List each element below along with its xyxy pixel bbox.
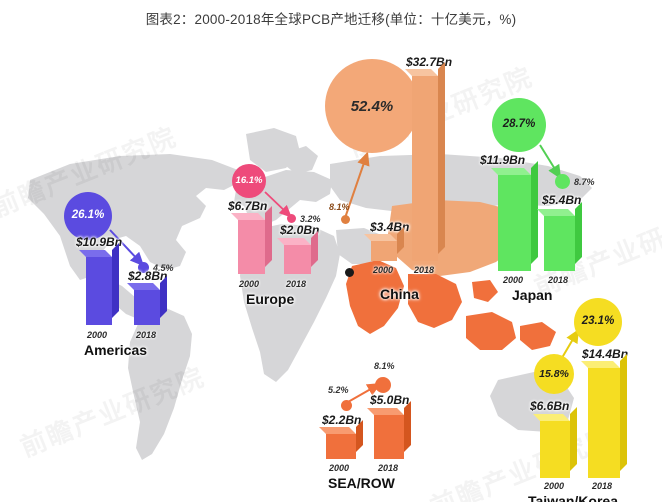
americas-share-2000-label: 26.1% xyxy=(71,209,105,222)
japan-share-2000-label: 28.7% xyxy=(502,118,536,131)
region-group-china: 52.4% 8.1% $32.7Bn $3.4Bn 2000 2018 Chin… xyxy=(318,55,478,305)
americas-region-label: Americas xyxy=(84,342,148,358)
sea-row-value-2018-label: $5.0Bn xyxy=(370,393,410,407)
japan-bar-2018 xyxy=(537,202,582,271)
sea-row-year-2000: 2000 xyxy=(329,463,350,473)
sea-row-share-2018-label: 8.1% xyxy=(374,361,395,371)
europe-value-2000-label: $6.7Bn xyxy=(228,199,268,213)
china-bar-2000 xyxy=(364,227,404,261)
americas-share-2018-label: 4.5% xyxy=(153,263,174,273)
china-share-2000-circle xyxy=(341,215,350,224)
region-group-taiwan-korea: 23.1% 15.8% $14.4Bn $6.6Bn 2000 2018 Tai… xyxy=(522,292,662,502)
sea-row-trend-arrow xyxy=(347,383,382,403)
china-value-2018-label: $32.7Bn xyxy=(406,55,453,69)
chart-title: 图表2：2000-2018年全球PCB产地迁移(单位：十亿美元，%) xyxy=(145,12,517,27)
taiwan-korea-share-2018-label: 23.1% xyxy=(581,315,615,328)
taiwan-korea-share-2000-label: 15.8% xyxy=(539,367,569,380)
taiwan-korea-share-2000-circle: 15.8% xyxy=(534,354,574,394)
japan-year-2018: 2018 xyxy=(548,275,569,285)
sea-row-bar-2018 xyxy=(367,401,411,459)
sea-row-value-2000-label: $2.2Bn xyxy=(322,413,362,427)
americas-share-2000-circle: 26.1% xyxy=(64,192,112,240)
europe-bar-2018 xyxy=(277,231,318,274)
japan-region-label: Japan xyxy=(512,287,553,303)
taiwan-korea-region-label: Taiwan/Korea xyxy=(528,493,618,502)
sea-row-region-label: SEA/ROW xyxy=(328,475,395,491)
europe-region-label: Europe xyxy=(246,291,295,307)
americas-share-2018-circle xyxy=(138,262,149,273)
europe-year-2000: 2000 xyxy=(239,279,260,289)
taiwan-korea-bar-2000 xyxy=(533,407,577,478)
americas-bar-2018 xyxy=(127,276,167,325)
europe-trend-arrow xyxy=(264,191,292,218)
region-group-europe: 16.1% 3.2% $6.7Bn $2.0Bn 2000 2018 Europ… xyxy=(222,162,352,306)
americas-value-2000-label: $10.9Bn xyxy=(76,235,123,249)
europe-bar-2000 xyxy=(231,206,272,274)
japan-share-2018-label: 8.7% xyxy=(574,177,595,187)
sea-row-year-2018: 2018 xyxy=(378,463,399,473)
europe-value-2018-label: $2.0Bn xyxy=(280,223,320,237)
japan-share-2018-circle xyxy=(555,174,570,189)
taiwan-korea-year-2000: 2000 xyxy=(544,481,565,491)
americas-year-2000: 2000 xyxy=(87,330,108,340)
taiwan-korea-value-2018-label: $14.4Bn xyxy=(582,347,629,361)
americas-trend-arrow xyxy=(109,229,145,267)
europe-share-2000-circle: 16.1% xyxy=(232,164,266,198)
europe-share-2000-label: 16.1% xyxy=(235,175,263,187)
americas-value-2018-label: $2.8Bn xyxy=(128,269,168,283)
japan-share-2000-circle: 28.7% xyxy=(492,98,546,152)
europe-year-2018: 2018 xyxy=(286,279,307,289)
china-year-2018: 2018 xyxy=(414,265,435,275)
china-share-2000-label: 8.1% xyxy=(329,202,350,212)
china-year-2000: 2000 xyxy=(373,265,394,275)
region-group-americas: 26.1% 4.5% $10.9Bn $2.8Bn 2000 2018 Amer… xyxy=(56,190,196,357)
china-share-2018-circle: 52.4% xyxy=(325,59,419,153)
japan-value-2000-label: $11.9Bn xyxy=(480,153,526,167)
europe-share-2018-circle xyxy=(287,214,296,223)
china-trend-arrow xyxy=(344,151,370,219)
europe-share-2018-label: 3.2% xyxy=(300,214,321,224)
china-bar-2018 xyxy=(405,62,445,261)
taiwan-korea-value-2000-label: $6.6Bn xyxy=(530,399,570,413)
japan-value-2018-label: $5.4Bn xyxy=(542,193,582,207)
china-region-label: China xyxy=(380,286,419,302)
japan-bar-2000 xyxy=(491,161,538,271)
taiwan-korea-share-2018-circle: 23.1% xyxy=(574,298,622,346)
sea-row-share-2000-label: 5.2% xyxy=(328,385,349,395)
americas-year-2018: 2018 xyxy=(136,330,157,340)
china-share-2018-label: 52.4% xyxy=(350,97,394,115)
sea-row-bar-2000 xyxy=(319,420,363,459)
americas-bar-2000 xyxy=(79,243,119,325)
japan-trend-arrow xyxy=(539,144,562,180)
japan-year-2000: 2000 xyxy=(503,275,524,285)
region-group-japan: 28.7% 8.7% $11.9Bn $5.4Bn 2000 2018 Japa… xyxy=(470,92,615,302)
map-reference-dot xyxy=(345,268,354,277)
sea-row-share-2000-circle xyxy=(341,400,352,411)
taiwan-korea-bar-2018 xyxy=(581,354,627,478)
sea-row-share-2018-circle xyxy=(375,377,391,393)
taiwan-korea-year-2018: 2018 xyxy=(592,481,613,491)
region-group-sea-row: 8.1% 5.2% $5.0Bn $2.2Bn 2000 2018 SEA/RO… xyxy=(302,358,447,498)
